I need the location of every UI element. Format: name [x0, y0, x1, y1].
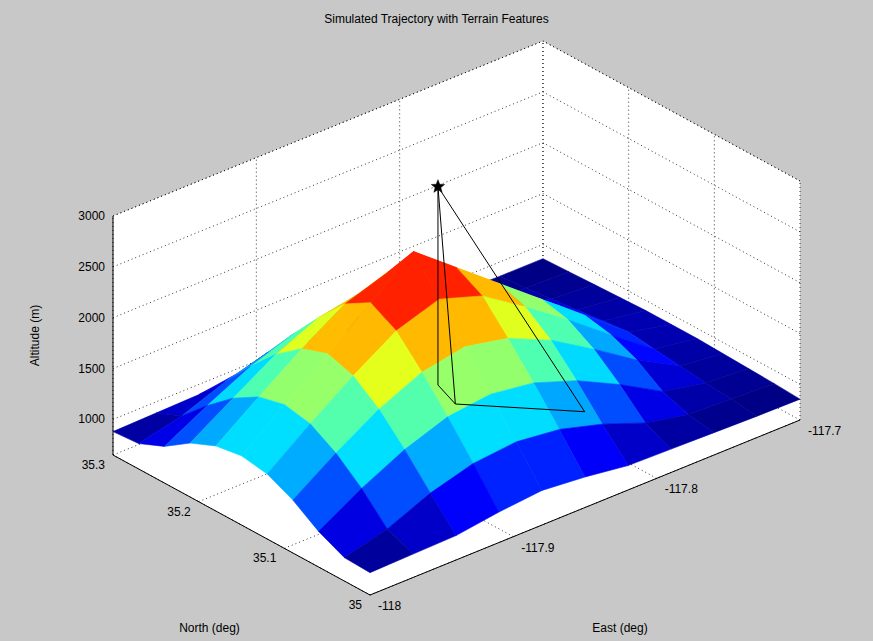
svg-text:Simulated Trajectory with Terr: Simulated Trajectory with Terrain Featur… — [324, 12, 549, 26]
svg-text:35.3: 35.3 — [82, 458, 106, 472]
svg-text:35.1: 35.1 — [253, 551, 277, 565]
svg-text:-117.9: -117.9 — [521, 541, 554, 555]
svg-text:-117.7: -117.7 — [808, 424, 841, 438]
svg-text:Altitude (m): Altitude (m) — [28, 305, 42, 366]
svg-text:North (deg): North (deg) — [179, 621, 240, 635]
svg-text:35: 35 — [349, 598, 363, 612]
svg-text:-117.8: -117.8 — [665, 482, 698, 496]
svg-text:2500: 2500 — [78, 260, 105, 274]
svg-text:2000: 2000 — [78, 311, 105, 325]
svg-text:-118: -118 — [378, 599, 401, 613]
svg-text:3000: 3000 — [78, 209, 105, 223]
svg-text:East (deg): East (deg) — [592, 621, 647, 635]
svg-text:1000: 1000 — [78, 412, 105, 426]
svg-text:1500: 1500 — [78, 362, 105, 376]
svg-text:35.2: 35.2 — [167, 505, 191, 519]
